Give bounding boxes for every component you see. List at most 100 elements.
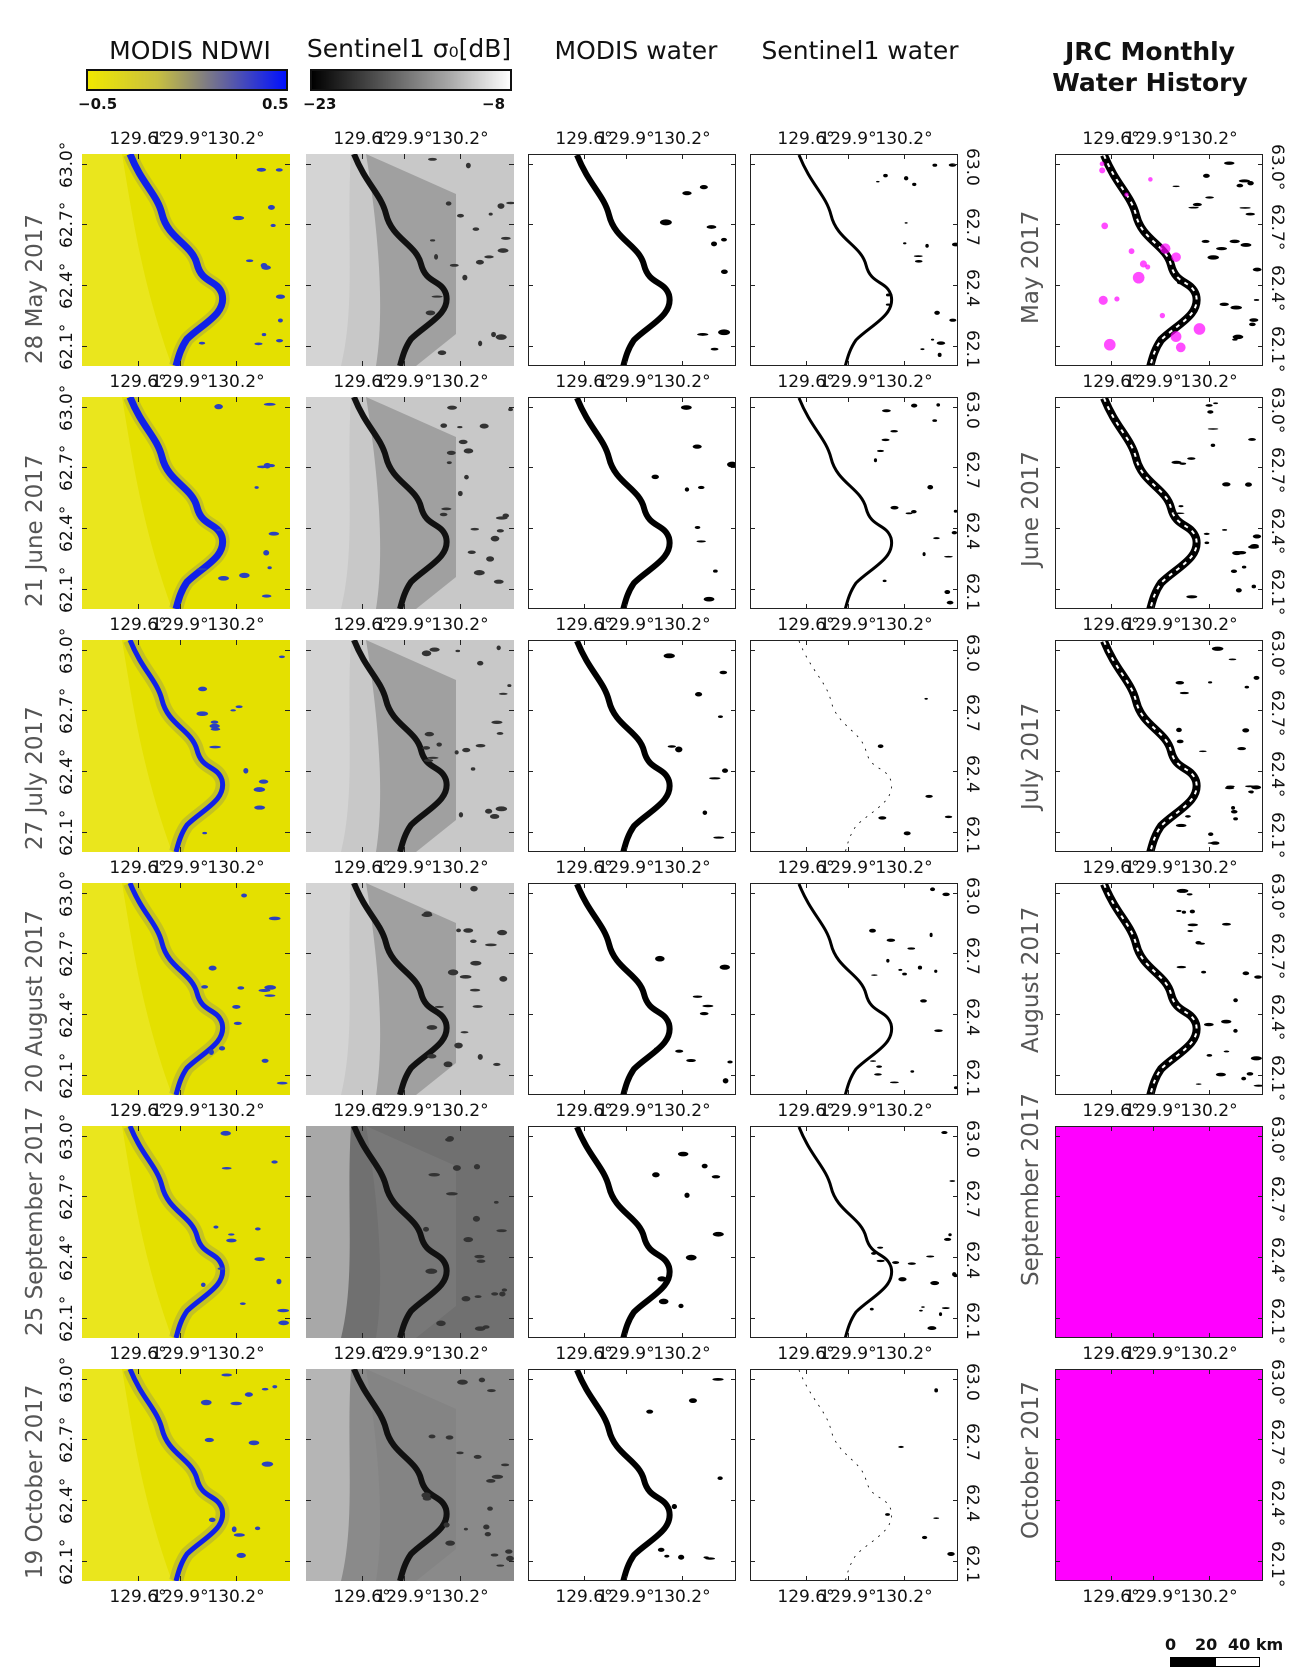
tick-mark	[1055, 650, 1060, 651]
tick-mark	[848, 847, 849, 852]
lake-mark	[498, 692, 508, 695]
tick-mark	[1055, 832, 1060, 833]
tick-mark	[306, 589, 311, 590]
tick-mark	[460, 1090, 461, 1095]
tick-mark	[180, 604, 181, 609]
nodata-speckle	[1128, 248, 1135, 255]
lake-mark	[449, 263, 459, 267]
lake-mark	[267, 204, 275, 210]
tick-mark	[584, 397, 585, 402]
lake-mark	[1176, 739, 1184, 744]
tick-mark	[528, 528, 533, 529]
row-jrc-month-label: May 2017	[1018, 210, 1044, 324]
tick-mark	[82, 164, 87, 165]
background	[1056, 641, 1262, 851]
tick-mark	[731, 1439, 736, 1440]
tick-mark	[1258, 407, 1263, 408]
lake-mark	[934, 1388, 939, 1393]
lake-mark	[678, 1303, 684, 1309]
tick-mark	[138, 1126, 139, 1131]
lake-mark	[485, 808, 493, 814]
x-tick-label: 129.9°	[1124, 1344, 1182, 1364]
tick-mark	[528, 1014, 533, 1015]
lake-mark	[1221, 1019, 1232, 1024]
tick-mark	[584, 640, 585, 645]
x-tick-label: 129.6°	[109, 129, 167, 149]
lake-mark	[694, 692, 703, 697]
y-tick-label-right-jrc: 62.1°	[1267, 812, 1287, 859]
lake-mark	[953, 1086, 957, 1090]
tick-mark	[750, 285, 755, 286]
lake-mark	[1201, 239, 1210, 243]
lake-mark	[1254, 975, 1262, 979]
x-tick-label: 129.6°	[1082, 1344, 1140, 1364]
floodplain-dark	[366, 883, 456, 1095]
tick-mark	[404, 154, 405, 159]
lake-mark	[472, 1005, 483, 1008]
tick-mark	[528, 1196, 533, 1197]
tick-mark	[750, 346, 755, 347]
lake-mark	[938, 1312, 943, 1317]
lake-mark	[933, 537, 940, 540]
tick-mark	[682, 1369, 683, 1374]
river-channel	[351, 1126, 450, 1338]
tick-mark	[806, 883, 807, 888]
tick-mark	[904, 640, 905, 645]
nodata-speckle	[1099, 167, 1106, 174]
tick-mark	[138, 883, 139, 888]
tick-mark	[306, 1379, 311, 1380]
tick-mark	[953, 407, 958, 408]
lake-mark	[489, 813, 500, 819]
nodata-speckle	[1099, 161, 1105, 167]
tick-mark	[1055, 528, 1060, 529]
lake-mark	[456, 1451, 464, 1455]
x-tick-label: 130.2°	[207, 129, 265, 149]
lake-mark	[903, 831, 911, 836]
lake-mark	[920, 999, 927, 1003]
lake-mark	[685, 1254, 697, 1261]
row-date-label: 28 May 2017	[22, 214, 48, 364]
tick-mark	[528, 1075, 533, 1076]
tick-mark	[750, 1136, 755, 1137]
lake-mark	[1176, 888, 1189, 893]
lake-mark	[886, 958, 890, 963]
tick-mark	[750, 953, 755, 954]
lake-mark	[267, 463, 275, 468]
tick-mark	[750, 589, 755, 590]
lake-mark	[462, 274, 468, 281]
floodplain-west	[82, 1369, 172, 1581]
river-channel	[127, 1126, 226, 1338]
x-tick-label: 130.2°	[207, 372, 265, 392]
lake-mark	[506, 1555, 514, 1562]
y-tick-label-right: 62.4	[962, 512, 982, 550]
x-tick-label: 130.2°	[875, 129, 933, 149]
x-tick-label: 130.2°	[1180, 615, 1238, 635]
lake-mark	[1230, 569, 1238, 573]
lake-mark	[942, 892, 950, 897]
lake-mark	[208, 1049, 214, 1055]
tick-mark	[82, 771, 87, 772]
lake-mark	[946, 600, 954, 605]
tick-mark	[509, 650, 514, 651]
lake-mark	[1232, 334, 1244, 340]
y-tick-label-right: 63.0	[962, 1363, 982, 1401]
tick-mark	[731, 1379, 736, 1380]
river-channel	[351, 154, 450, 366]
x-tick-label: 129.6°	[109, 615, 167, 635]
y-tick-label-right-jrc: 63.0°	[1267, 1359, 1287, 1406]
tick-mark	[82, 832, 87, 833]
lake-mark	[261, 594, 272, 598]
lake-mark	[917, 965, 923, 970]
y-tick-label-left: 62.7°	[57, 444, 77, 491]
lake-mark	[258, 779, 269, 784]
lake-mark	[243, 767, 249, 774]
tick-mark	[953, 589, 958, 590]
lake-mark	[1206, 1053, 1213, 1057]
x-tick-label: 130.2°	[875, 615, 933, 635]
lake-mark	[898, 968, 903, 971]
tick-mark	[236, 1576, 237, 1581]
lake-mark	[1242, 728, 1250, 733]
lake-mark	[196, 568, 208, 571]
lake-mark	[473, 1164, 481, 1170]
lake-mark	[926, 1255, 935, 1258]
